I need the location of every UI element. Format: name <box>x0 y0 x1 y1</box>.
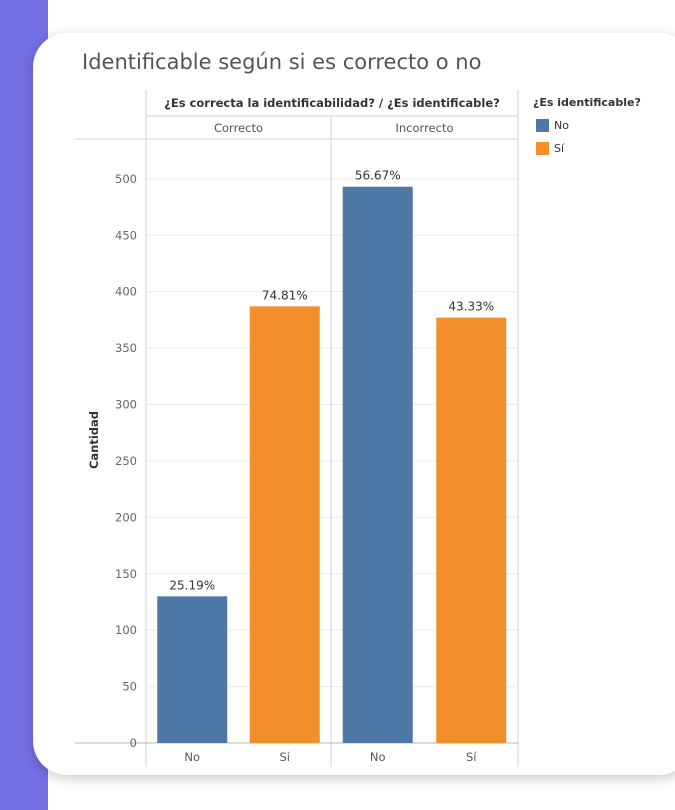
legend-item-no[interactable]: No <box>536 118 569 132</box>
bar-incorrecto-no <box>342 186 413 743</box>
bars <box>157 186 507 743</box>
legend-title: ¿Es identificable? <box>533 96 641 109</box>
legend-item-si[interactable]: Sí <box>536 141 564 155</box>
x-tick-label: No <box>370 750 386 764</box>
x-tick-label: Sí <box>280 750 291 764</box>
y-tick-label: 50 <box>122 680 137 694</box>
x-tick-label: Sí <box>466 750 477 764</box>
y-tick-label: 0 <box>130 736 137 750</box>
legend-label-no: No <box>554 118 569 132</box>
panel-header-incorrecto: Incorrecto <box>396 121 454 135</box>
y-tick-label: 250 <box>115 454 137 468</box>
y-tick-label: 400 <box>115 285 137 299</box>
panel-header-correcto: Correcto <box>214 121 263 135</box>
bar-data-label: 74.81% <box>262 288 308 302</box>
y-axis-label: Cantidad <box>87 411 101 469</box>
y-tick-label: 450 <box>115 228 137 242</box>
bar-incorrecto-si <box>436 317 507 743</box>
y-tick-label: 350 <box>115 341 137 355</box>
legend-label-si: Sí <box>554 141 565 155</box>
y-tick-label: 100 <box>115 623 137 637</box>
bar-data-label: 43.33% <box>448 300 494 314</box>
bar-correcto-si <box>249 306 320 743</box>
bar-correcto-no <box>157 596 228 743</box>
chart-text: ¿Es correcta la identificabilidad? / ¿Es… <box>87 96 500 764</box>
bar-data-label: 56.67% <box>355 169 401 183</box>
legend-swatch-si <box>536 141 549 155</box>
column-header: ¿Es correcta la identificabilidad? / ¿Es… <box>164 96 500 110</box>
y-tick-label: 200 <box>115 510 137 524</box>
chart-title: Identificable según si es correcto o no <box>82 50 482 74</box>
y-tick-label: 150 <box>115 567 137 581</box>
bar-data-label: 25.19% <box>169 578 215 592</box>
y-tick-label: 300 <box>115 398 137 412</box>
legend-swatch-no <box>536 118 549 132</box>
y-tick-label: 500 <box>115 172 137 186</box>
x-tick-label: No <box>184 750 200 764</box>
